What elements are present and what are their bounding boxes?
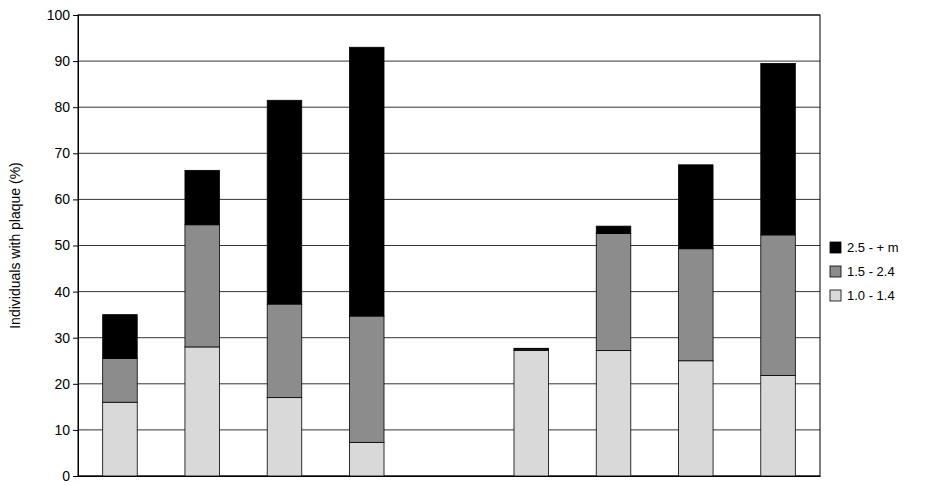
bar-segment bbox=[103, 402, 138, 476]
y-tick: 50 bbox=[54, 237, 78, 253]
bar-segment bbox=[514, 349, 549, 350]
y-tick-mark bbox=[73, 292, 78, 293]
bar-segment bbox=[679, 249, 714, 361]
y-tick: 100 bbox=[47, 7, 78, 23]
y-tick-mark bbox=[73, 199, 78, 200]
y-tick-label: 0 bbox=[62, 468, 70, 484]
legend-swatch bbox=[830, 266, 841, 277]
bar-segment bbox=[679, 361, 714, 476]
bar-segment bbox=[679, 165, 714, 249]
y-axis-line bbox=[73, 16, 79, 477]
y-tick-mark bbox=[73, 107, 78, 108]
y-tick-label: 80 bbox=[54, 99, 70, 115]
y-tick-label: 70 bbox=[54, 145, 70, 161]
y-tick-label: 90 bbox=[54, 53, 70, 69]
bar-segment bbox=[349, 316, 384, 442]
legend-item: 1.5 - 2.4 bbox=[830, 264, 895, 279]
legend-label: 1.0 - 1.4 bbox=[847, 288, 895, 303]
bar-segment bbox=[185, 170, 220, 224]
bar-segment bbox=[349, 442, 384, 476]
legend-swatch bbox=[830, 290, 841, 301]
plot-frame bbox=[78, 15, 820, 476]
chart: 0 10 20 30 40 50 60 70 80 90 100 Individuals with p… bbox=[0, 0, 936, 486]
y-tick-mark bbox=[73, 384, 78, 385]
y-tick: 10 bbox=[54, 422, 78, 438]
y-tick-mark bbox=[73, 476, 78, 477]
y-tick-label: 100 bbox=[47, 7, 71, 23]
legend-label: 1.5 - 2.4 bbox=[847, 264, 895, 279]
bar-segment bbox=[185, 225, 220, 347]
y-tick: 90 bbox=[54, 53, 78, 69]
bar-segment bbox=[267, 398, 302, 476]
y-tick: 70 bbox=[54, 145, 78, 161]
y-tick-label: 50 bbox=[54, 237, 70, 253]
bar-segment bbox=[185, 347, 220, 476]
y-tick-label: 40 bbox=[54, 284, 70, 300]
bar-segment bbox=[267, 304, 302, 398]
y-tick-label: 60 bbox=[54, 191, 70, 207]
bar-segment bbox=[761, 63, 796, 234]
grid-line bbox=[78, 61, 820, 62]
y-tick: 0 bbox=[62, 468, 78, 484]
bar-segment bbox=[103, 315, 138, 359]
y-tick: 40 bbox=[54, 284, 78, 300]
bar-segment bbox=[596, 351, 631, 476]
y-axis-title: Individuals with plaque (%) bbox=[7, 162, 23, 329]
bar-segment bbox=[103, 358, 138, 402]
grid-line bbox=[78, 107, 820, 108]
bar-segment bbox=[514, 351, 549, 476]
grid-line bbox=[78, 153, 820, 154]
y-tick: 20 bbox=[54, 376, 78, 392]
x-axis-line bbox=[79, 476, 821, 477]
bar-segment bbox=[267, 100, 302, 304]
y-tick-mark bbox=[73, 246, 78, 247]
y-tick-label: 20 bbox=[54, 376, 70, 392]
legend-item: 2.5 - + m bbox=[830, 240, 899, 255]
y-tick: 60 bbox=[54, 191, 78, 207]
y-tick-mark bbox=[73, 338, 78, 339]
grid bbox=[78, 15, 820, 476]
plot: 0 10 20 30 40 50 60 70 80 90 100 bbox=[47, 7, 821, 484]
legend-item: 1.0 - 1.4 bbox=[830, 288, 895, 303]
legend: 2.5 - + m 1.5 - 2.4 1.0 - 1.4 bbox=[830, 240, 899, 303]
y-tick: 30 bbox=[54, 330, 78, 346]
y-tick-mark bbox=[73, 153, 78, 154]
legend-label: 2.5 - + m bbox=[847, 240, 899, 255]
bar-segment bbox=[761, 235, 796, 376]
legend-swatch bbox=[830, 242, 841, 253]
bar-segment bbox=[596, 226, 631, 233]
bars bbox=[103, 47, 796, 476]
y-tick-mark bbox=[73, 430, 78, 431]
bar-segment bbox=[514, 348, 549, 350]
y-tick-mark bbox=[73, 15, 78, 16]
y-tick-label: 30 bbox=[54, 330, 70, 346]
bar-segment bbox=[596, 234, 631, 351]
y-tick: 80 bbox=[54, 99, 78, 115]
y-tick-label: 10 bbox=[54, 422, 70, 438]
bar-segment bbox=[349, 47, 384, 316]
y-axis: 0 10 20 30 40 50 60 70 80 90 100 bbox=[47, 7, 79, 484]
x-axis bbox=[79, 476, 821, 478]
y-tick-mark bbox=[73, 61, 78, 62]
bar-segment bbox=[761, 376, 796, 476]
